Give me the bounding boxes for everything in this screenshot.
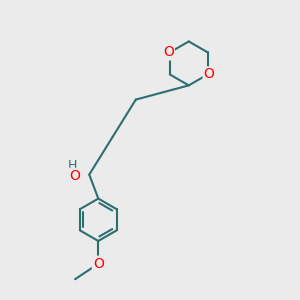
Text: O: O bbox=[70, 169, 80, 183]
Text: O: O bbox=[204, 68, 214, 81]
Text: H: H bbox=[68, 159, 77, 172]
Text: O: O bbox=[163, 45, 174, 59]
Text: O: O bbox=[93, 257, 104, 271]
